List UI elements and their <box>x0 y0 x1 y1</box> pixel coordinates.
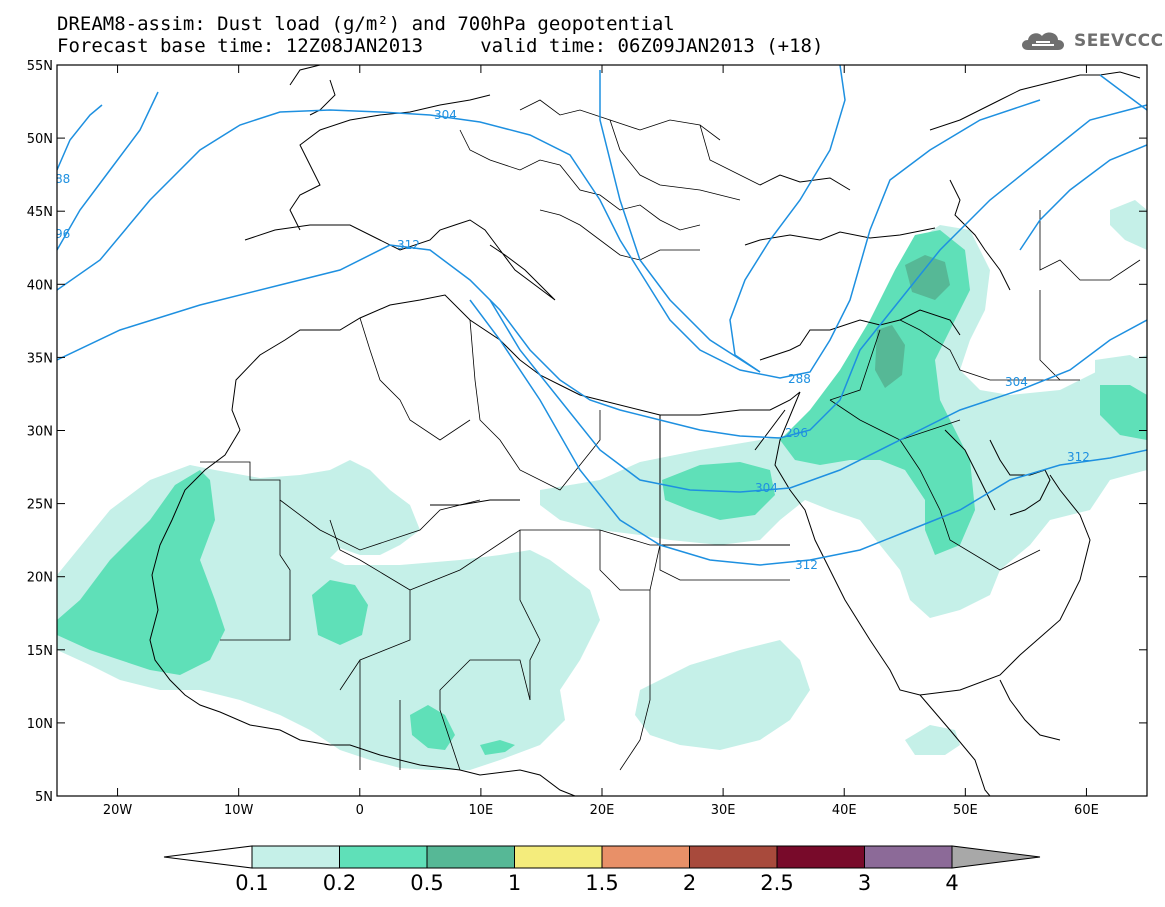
colorbar-low-arrow <box>163 845 253 869</box>
dust-shading-light <box>57 200 1147 770</box>
contour-labels: 88 96 304 312 288 296 304 304 312 312 <box>55 108 1090 572</box>
lat-tick-label: 15N <box>27 644 53 659</box>
contour-label: 312 <box>795 558 818 572</box>
colorbar-segment <box>776 845 865 869</box>
forecast-time-subtitle: Forecast base time: 12Z08JAN2013 valid t… <box>57 35 824 57</box>
cloud-icon <box>1022 32 1064 50</box>
colorbar-segment <box>514 845 603 869</box>
colorbar-segment <box>864 845 953 869</box>
colorbar-label: 1 <box>508 871 521 895</box>
lon-tick-label: 30E <box>711 803 736 818</box>
country-borders <box>200 99 1141 771</box>
geopotential-contours <box>57 65 1147 566</box>
colorbar: 0.1 0.2 0.5 1 1.5 2 2.5 3 4 <box>163 845 1041 895</box>
contour-label: 288 <box>788 372 811 386</box>
map-axes: 20W 10W 0 10E 20E 30E 40E 50E 60E 55N 50N 45N 40N 35N… <box>27 59 1147 818</box>
lon-tick-label: 40E <box>832 803 857 818</box>
contour-label: 312 <box>397 238 420 252</box>
lon-tick-label: 20W <box>103 803 133 818</box>
colorbar-label: 1.5 <box>585 871 618 895</box>
lat-tick-label: 20N <box>27 571 53 586</box>
map-title: DREAM8-assim: Dust load (g/m²) and 700hP… <box>57 13 675 35</box>
contour-label: 312 <box>1067 450 1090 464</box>
colorbar-segment <box>251 845 340 869</box>
colorbar-segment <box>601 845 690 869</box>
lat-tick-label: 45N <box>27 205 53 220</box>
lat-tick-label: 40N <box>27 278 53 293</box>
contour-label: 304 <box>434 108 457 122</box>
colorbar-label: 2 <box>683 871 696 895</box>
lat-tick-label: 5N <box>35 790 53 805</box>
contour-label: 96 <box>55 227 70 241</box>
contour-label: 304 <box>1005 375 1028 389</box>
lon-tick-label: 50E <box>953 803 978 818</box>
colorbar-label: 4 <box>945 871 958 895</box>
lat-tick-label: 35N <box>27 351 53 366</box>
contour-label: 296 <box>785 426 808 440</box>
colorbar-segment <box>689 845 778 869</box>
seevccc-logo: SEEVCCC <box>1018 26 1164 56</box>
lon-tick-label: 10W <box>224 803 254 818</box>
contour-label: 88 <box>55 172 70 186</box>
lat-tick-label: 55N <box>27 59 53 74</box>
logo-text: SEEVCCC <box>1074 31 1164 51</box>
colorbar-label: 0.1 <box>235 871 268 895</box>
lat-tick-label: 10N <box>27 717 53 732</box>
lon-tick-label: 20E <box>590 803 615 818</box>
colorbar-segment <box>339 845 428 869</box>
colorbar-label: 0.5 <box>410 871 443 895</box>
lon-tick-label: 10E <box>469 803 494 818</box>
lat-tick-label: 50N <box>27 132 53 147</box>
contour-label: 304 <box>755 481 778 495</box>
colorbar-label: 2.5 <box>760 871 793 895</box>
lon-tick-label: 0 <box>356 803 364 818</box>
colorbar-high-arrow <box>951 845 1041 869</box>
lat-tick-label: 25N <box>27 498 53 513</box>
lon-tick-label: 60E <box>1074 803 1099 818</box>
coastlines <box>149 65 1141 796</box>
dust-shading-dark <box>875 255 950 388</box>
lat-tick-label: 30N <box>27 425 53 440</box>
colorbar-label: 0.2 <box>323 871 356 895</box>
colorbar-segment <box>426 845 515 869</box>
colorbar-label: 3 <box>858 871 871 895</box>
